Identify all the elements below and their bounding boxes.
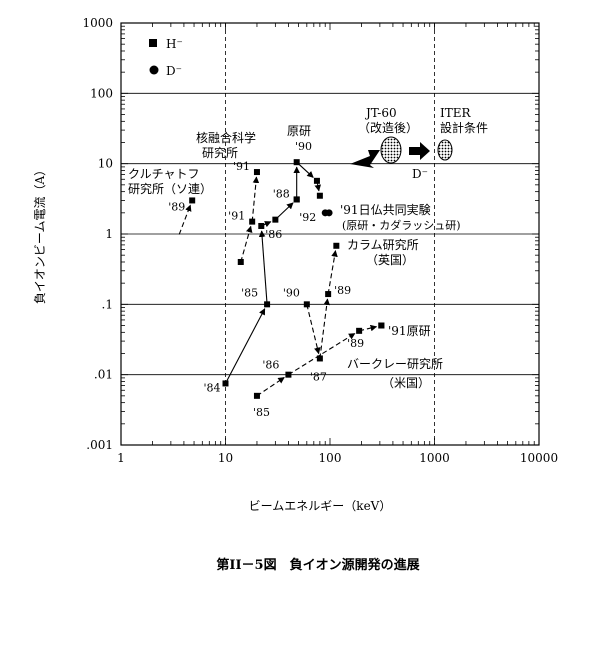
year-label: '87 bbox=[310, 370, 327, 383]
year-label: '89 bbox=[168, 200, 185, 213]
x-tick-label: 10 bbox=[218, 451, 233, 465]
data-point bbox=[303, 301, 310, 308]
data-point bbox=[258, 222, 265, 229]
data-point bbox=[253, 169, 260, 176]
label-jaeri-year: '90 bbox=[295, 140, 312, 153]
y-tick-label: 1 bbox=[105, 227, 113, 241]
series-line bbox=[225, 308, 266, 384]
data-point bbox=[333, 242, 340, 249]
x-axis-label: ビームエネルギー（keV） bbox=[249, 499, 392, 513]
series-line bbox=[240, 225, 253, 263]
target-arrow-iter bbox=[409, 142, 430, 160]
year-label: '92 bbox=[299, 211, 316, 224]
target-arrow-jt60 bbox=[350, 150, 380, 168]
markers: '89 '84 '85 '86 '88 '91 '91 '92 '90 '87 '89 '85 '86 '… bbox=[168, 159, 385, 419]
series-line bbox=[258, 230, 268, 305]
series-line bbox=[327, 250, 338, 295]
data-point bbox=[316, 355, 323, 362]
y-tick-label: .01 bbox=[94, 368, 113, 382]
data-point bbox=[253, 392, 260, 399]
y-tick-label: 10 bbox=[98, 157, 113, 171]
data-point bbox=[222, 380, 229, 387]
legend-label-d: D⁻ bbox=[166, 64, 182, 78]
data-point bbox=[293, 196, 300, 203]
ticks: 1 10 100 1000 10000 1000 100 10 1 .1 .01 .001 bbox=[82, 16, 558, 465]
year-label: '85 bbox=[253, 406, 270, 419]
label-iter-1: ITER bbox=[440, 106, 472, 120]
legend-circle-marker bbox=[149, 65, 159, 75]
series-line bbox=[251, 176, 260, 222]
data-point bbox=[293, 159, 300, 166]
year-label: '89 bbox=[334, 284, 351, 297]
y-axis-label: 負イオンビーム電流（A） bbox=[33, 164, 47, 304]
label-culham-1: カラム研究所 bbox=[347, 237, 419, 252]
series-line bbox=[178, 204, 192, 235]
series-line bbox=[306, 304, 321, 355]
label-iter-2: 設計条件 bbox=[440, 120, 488, 135]
legend-label-h: H⁻ bbox=[166, 37, 183, 51]
year-label: '86 bbox=[262, 359, 279, 372]
target-ellipse-iter bbox=[437, 139, 453, 161]
label-berkeley-1: バークレー研究所 bbox=[347, 356, 443, 371]
series-line bbox=[288, 332, 356, 376]
year-label: '86 bbox=[265, 228, 282, 241]
data-point bbox=[356, 327, 363, 334]
year-label: '91 bbox=[233, 160, 250, 173]
data-point bbox=[325, 291, 332, 298]
target-arrows bbox=[350, 136, 453, 168]
data-point bbox=[272, 216, 279, 223]
series-line bbox=[256, 377, 285, 397]
data-point bbox=[316, 192, 323, 199]
data-point bbox=[189, 197, 196, 204]
y-tick-label: .001 bbox=[86, 438, 113, 452]
label-berkeley-2: （米国） bbox=[382, 376, 430, 390]
year-label: '88 bbox=[273, 187, 290, 200]
data-point bbox=[264, 301, 271, 308]
x-tick-label: 1000 bbox=[419, 451, 450, 465]
label-nichifutsu-1: '91日仏共同実験 bbox=[340, 202, 431, 217]
label-jt60-1: JT-60 bbox=[364, 106, 397, 120]
label-kurchatov-1: クルチャトフ bbox=[128, 167, 200, 181]
year-label: '89 bbox=[347, 337, 364, 350]
data-point bbox=[237, 258, 244, 265]
x-tick-label: 1 bbox=[117, 451, 125, 465]
data-point bbox=[285, 371, 292, 378]
grid bbox=[121, 23, 539, 445]
label-jaeri91: '91原研 bbox=[388, 324, 431, 338]
data-point bbox=[378, 322, 385, 329]
legend: H⁻ D⁻ bbox=[149, 37, 183, 78]
label-kurchatov-2: 研究所（ソ連） bbox=[128, 181, 212, 196]
label-jaeri: 原研 bbox=[287, 124, 311, 138]
x-tick-label: 100 bbox=[319, 451, 342, 465]
series-lines bbox=[178, 161, 378, 397]
label-jt60-2: （改造後） bbox=[358, 121, 418, 135]
data-point bbox=[249, 218, 256, 225]
label-culham-2: （英国） bbox=[366, 253, 414, 267]
label-nifs-1: 核融合科学 bbox=[196, 130, 256, 145]
series-line bbox=[319, 298, 331, 359]
y-tick-label: 100 bbox=[90, 86, 113, 100]
label-nichifutsu-2: (原研・カダラッシュ研) bbox=[342, 218, 461, 232]
label-nifs-2: 研究所 bbox=[202, 145, 238, 160]
target-ellipse-jt60 bbox=[380, 136, 402, 164]
data-point bbox=[313, 177, 320, 184]
x-tick-label: 10000 bbox=[520, 451, 558, 465]
label-dminus: D⁻ bbox=[412, 167, 428, 181]
year-label: '85 bbox=[241, 286, 258, 299]
year-label: '84 bbox=[204, 381, 221, 394]
data-point bbox=[325, 209, 333, 217]
figure-caption: 第II－5図 負イオン源開発の進展 bbox=[216, 557, 420, 573]
y-tick-label: .1 bbox=[102, 297, 113, 311]
legend-square-marker bbox=[149, 39, 157, 47]
year-label: '90 bbox=[283, 286, 300, 299]
y-tick-label: 1000 bbox=[82, 16, 113, 30]
year-label: '91 bbox=[228, 210, 245, 223]
